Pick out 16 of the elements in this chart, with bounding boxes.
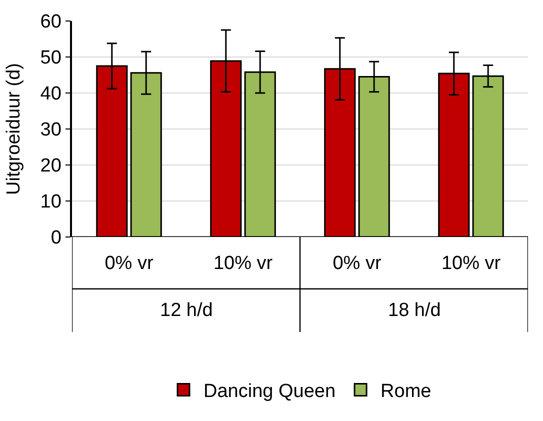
- text: 18 h/d: [388, 300, 441, 321]
- y-tick-label: 30: [40, 120, 62, 141]
- legend-label: Dancing Queen: [204, 381, 336, 402]
- x-tick-label: 10% vr: [441, 253, 502, 274]
- x-tick-label: 0% vr: [332, 253, 382, 274]
- legend-label: Rome: [380, 381, 432, 402]
- y-tick-label: 10: [40, 192, 62, 213]
- x-tick-label: 10% vr: [213, 253, 274, 274]
- x-tick-label: 0% vr: [104, 253, 154, 274]
- y-tick-label: 40: [40, 84, 62, 105]
- y-tick-label: 50: [40, 48, 62, 69]
- y-tick-label: 20: [40, 156, 62, 177]
- y-tick-label: 0: [50, 228, 62, 249]
- y-axis-title: Uitgroeiduur (d): [4, 63, 25, 195]
- text: 12 h/d: [160, 300, 213, 321]
- y-tick-label: 60: [40, 12, 62, 33]
